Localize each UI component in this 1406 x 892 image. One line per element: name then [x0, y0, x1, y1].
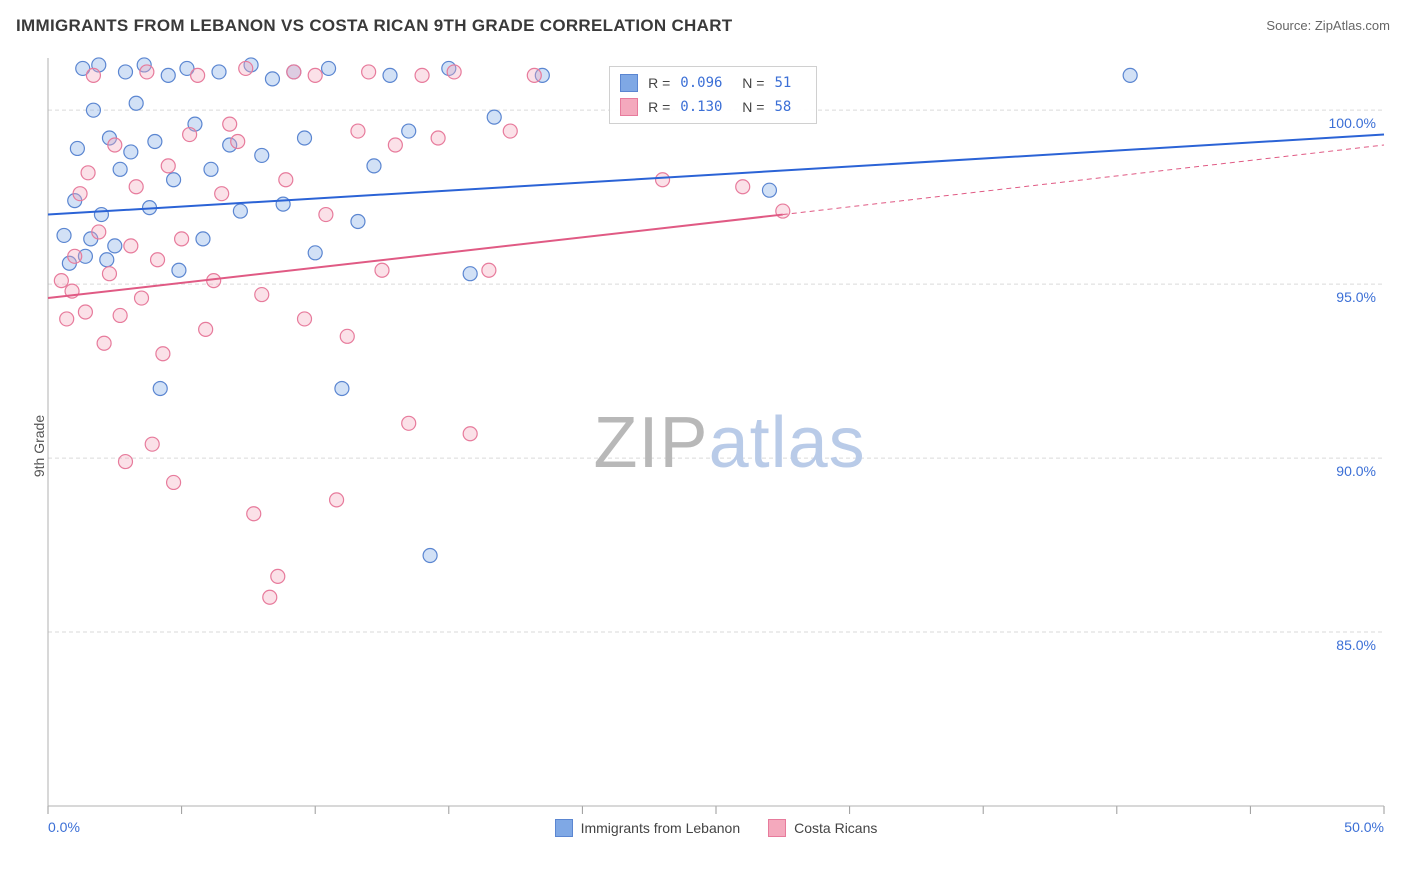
svg-text:90.0%: 90.0% — [1336, 463, 1376, 479]
chart-plot-area: 85.0%90.0%95.0%100.0%0.0%50.0% ZIPatlas … — [42, 52, 1390, 842]
svg-text:100.0%: 100.0% — [1329, 115, 1376, 131]
series-legend: Immigrants from Lebanon Costa Ricans — [42, 814, 1390, 842]
n-label: N = — [742, 75, 764, 91]
legend-swatch — [768, 819, 786, 837]
source-value: ZipAtlas.com — [1315, 18, 1390, 33]
legend-swatch — [620, 74, 638, 92]
n-value: 58 — [774, 99, 806, 115]
scatter-chart-svg: 85.0%90.0%95.0%100.0%0.0%50.0% — [42, 52, 1390, 842]
n-value: 51 — [774, 75, 806, 91]
svg-text:85.0%: 85.0% — [1336, 637, 1376, 653]
legend-label: Immigrants from Lebanon — [581, 820, 741, 836]
legend-item: Immigrants from Lebanon — [555, 819, 741, 837]
n-label: N = — [742, 99, 764, 115]
correlation-legend-row: R = 0.130 N = 58 — [620, 95, 806, 119]
legend-label: Costa Ricans — [794, 820, 877, 836]
svg-text:95.0%: 95.0% — [1336, 289, 1376, 305]
legend-swatch — [620, 98, 638, 116]
r-label: R = — [648, 75, 670, 91]
source-credit: Source: ZipAtlas.com — [1266, 18, 1390, 33]
r-value: 0.096 — [680, 75, 732, 91]
legend-item: Costa Ricans — [768, 819, 877, 837]
r-value: 0.130 — [680, 99, 732, 115]
chart-title: IMMIGRANTS FROM LEBANON VS COSTA RICAN 9… — [16, 16, 732, 35]
r-label: R = — [648, 99, 670, 115]
correlation-legend-row: R = 0.096 N = 51 — [620, 71, 806, 95]
legend-swatch — [555, 819, 573, 837]
source-label: Source: — [1266, 18, 1311, 33]
correlation-legend: R = 0.096 N = 51 R = 0.130 N = 58 — [609, 66, 817, 124]
